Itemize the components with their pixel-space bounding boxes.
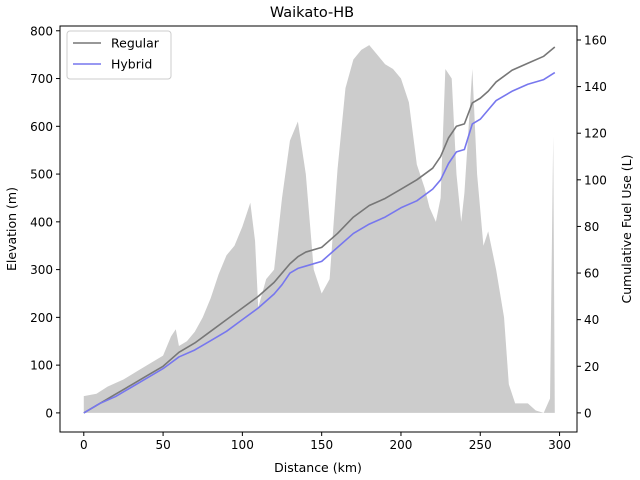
x-tick-label: 50 (155, 438, 170, 452)
fuel-series-layer (83, 46, 556, 414)
left-y-tick-label: 400 (30, 215, 53, 229)
left-y-tick-label: 500 (30, 168, 53, 182)
x-axis-ticks: 0 50 100 150 200 250 300 (80, 432, 571, 452)
plot-frame (59, 25, 578, 433)
left-y-tick-label: 200 (30, 311, 53, 325)
left-y-tick-label: 600 (30, 120, 53, 134)
right-y-tick-label: 80 (584, 220, 599, 234)
legend-label-regular: Regular (111, 36, 160, 51)
x-axis-label: Distance (km) (274, 460, 362, 475)
right-y-tick-label: 160 (584, 33, 607, 47)
x-tick-label: 0 (80, 438, 88, 452)
x-tick-label: 250 (469, 438, 492, 452)
series-line-hybrid (83, 71, 556, 414)
right-y-tick-label: 20 (584, 360, 599, 374)
legend-label-hybrid: Hybrid (111, 57, 152, 72)
right-y-tick-label: 60 (584, 267, 599, 281)
x-tick-label: 100 (231, 438, 254, 452)
left-y-tick-label: 100 (30, 359, 53, 373)
left-y-tick-label: 700 (30, 72, 53, 86)
left-y-tick-label: 300 (30, 263, 53, 277)
elevation-area-layer (83, 45, 555, 413)
legend: Regular Hybrid (66, 30, 172, 80)
x-tick-label: 150 (310, 438, 333, 452)
right-y-tick-label: 0 (584, 406, 592, 420)
right-y-tick-label: 40 (584, 313, 599, 327)
left-y-axis-ticks: 0 100 200 300 400 500 600 700 800 (30, 24, 60, 420)
series-line-regular (83, 46, 556, 414)
right-y-tick-label: 120 (584, 127, 607, 141)
left-y-axis-label: Elevation (m) (4, 187, 19, 271)
left-y-tick-label: 0 (45, 406, 53, 420)
right-y-tick-label: 100 (584, 173, 607, 187)
right-y-axis-label: Cumulative Fuel Use (L) (619, 155, 634, 304)
right-y-tick-label: 140 (584, 80, 607, 94)
left-y-tick-label: 800 (30, 24, 53, 38)
x-tick-label: 200 (390, 438, 413, 452)
right-y-axis-ticks: 0 20 40 60 80 100 120 140 160 (577, 33, 607, 420)
elevation-area (83, 45, 555, 413)
x-tick-label: 300 (548, 438, 571, 452)
chart-title: Waikato-HB (270, 5, 354, 21)
